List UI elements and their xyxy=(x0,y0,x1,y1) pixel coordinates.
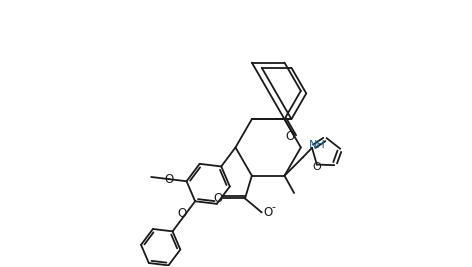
Text: O: O xyxy=(214,192,223,205)
Text: O: O xyxy=(178,207,187,220)
Text: -: - xyxy=(271,202,276,213)
Text: NH: NH xyxy=(309,140,326,150)
Text: O: O xyxy=(286,130,295,143)
Text: O: O xyxy=(264,206,273,219)
Text: O: O xyxy=(312,162,321,171)
Text: O: O xyxy=(164,172,174,186)
